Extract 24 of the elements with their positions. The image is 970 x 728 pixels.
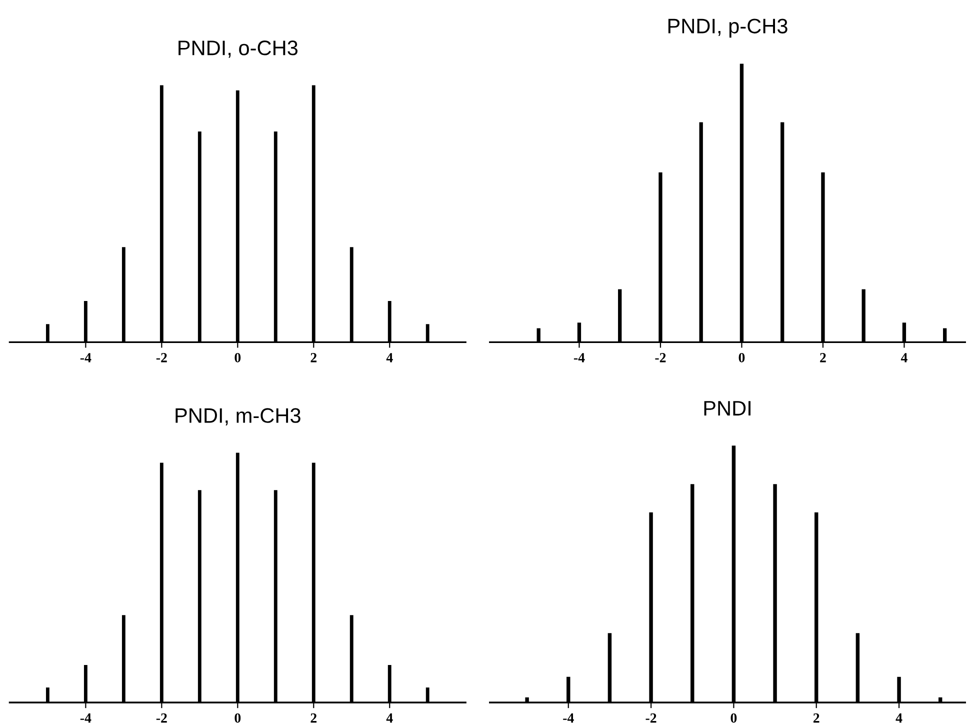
x-tick-label: -2: [646, 713, 656, 723]
x-tick-label: -4: [574, 353, 585, 362]
x-tick-label: 2: [820, 353, 826, 362]
x-tick-label: 0: [234, 713, 241, 723]
x-tick-label: 4: [900, 353, 908, 362]
chart-title: PNDI, m-CH3: [176, 408, 300, 426]
chart-title: PNDI, o-CH3: [178, 40, 298, 58]
x-tick-label: 4: [896, 713, 902, 723]
x-tick-label: 2: [310, 353, 317, 362]
x-tick-label: 4: [386, 713, 393, 723]
x-tick-label: -4: [563, 713, 574, 723]
x-tick-label: 2: [310, 713, 317, 723]
x-tick-label: -2: [655, 353, 666, 362]
x-tick-label: 2: [813, 713, 820, 723]
x-tick-label: -4: [80, 353, 92, 362]
x-tick-label: 0: [738, 352, 745, 362]
x-tick-label: -2: [156, 353, 167, 362]
chart-title: PNDI, p-CH3: [668, 18, 788, 38]
x-tick-label: -4: [80, 713, 92, 723]
x-tick-label: 4: [386, 353, 393, 362]
chart-title: PNDI: [704, 401, 750, 416]
x-tick-label: 0: [730, 713, 737, 723]
x-tick-label: 0: [234, 352, 241, 362]
x-tick-label: -2: [156, 713, 167, 723]
